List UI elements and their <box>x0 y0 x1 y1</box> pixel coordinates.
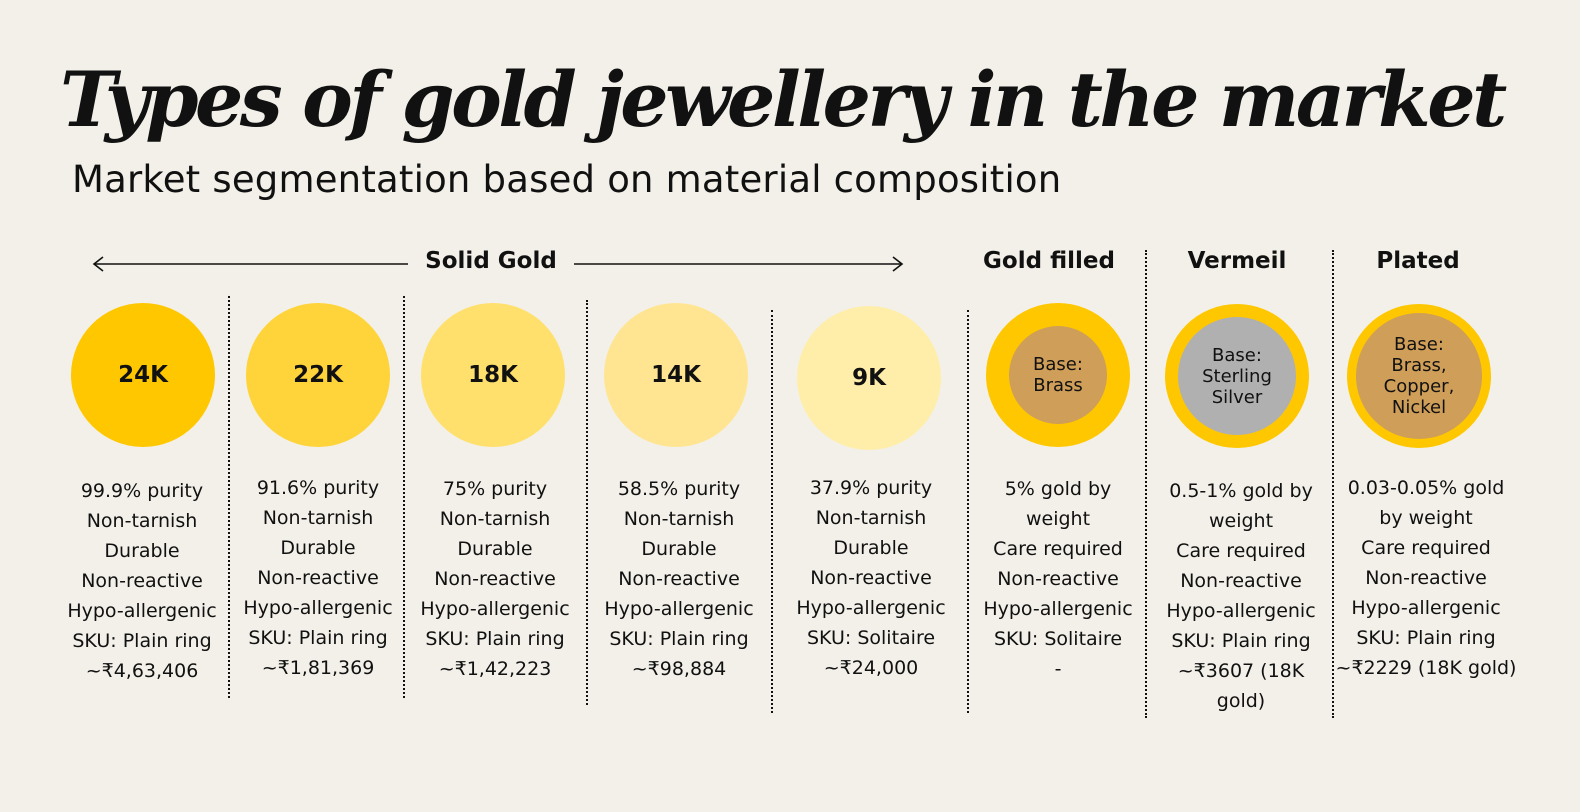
price-text: ~₹4,63,406 <box>85 660 199 682</box>
info-line: Non-tarnish <box>86 510 198 532</box>
price-text: ~₹1,42,223 <box>438 658 552 680</box>
info-line: 5% gold by <box>1004 478 1112 500</box>
info-line: Hypo-allergenic <box>796 597 946 619</box>
column-divider <box>1145 250 1147 718</box>
right-arrow-icon <box>574 256 904 272</box>
info-line: by weight <box>1379 507 1473 529</box>
info-line: Non-reactive <box>997 568 1119 590</box>
info-gold-filled: 5% gold by weight Care required Non-reac… <box>968 474 1148 684</box>
sku-text: SKU: Solitaire <box>993 628 1123 650</box>
info-line: 0.03-0.05% gold <box>1347 477 1505 499</box>
group-label-vermeil: Vermeil <box>1187 248 1287 274</box>
info-9k: 37.9% purity Non-tarnish Durable Non-rea… <box>781 473 961 683</box>
price-text: ~₹24,000 <box>823 657 919 679</box>
price-text: ~₹1,81,369 <box>261 657 375 679</box>
circle-18k: 18K <box>421 303 565 447</box>
circle-label: 14K <box>651 362 701 388</box>
sku-text: SKU: Plain ring <box>609 628 749 650</box>
info-line: Non-reactive <box>1180 570 1302 592</box>
info-line: Non-reactive <box>810 567 932 589</box>
circle-14k: 14K <box>604 303 748 447</box>
info-line: 37.9% purity <box>809 477 933 499</box>
price-text: ~₹3607 (18K gold) <box>1177 660 1305 712</box>
info-line: Non-reactive <box>618 568 740 590</box>
info-plated: 0.03-0.05% gold by weight Care required … <box>1331 473 1521 683</box>
circle-plated: Base: Brass, Copper, Nickel <box>1347 304 1491 448</box>
info-line: Non-tarnish <box>815 507 927 529</box>
circle-24k: 24K <box>71 303 215 447</box>
info-line: Durable <box>104 540 180 562</box>
info-line: Care required <box>993 538 1123 560</box>
base-label: Base: Sterling Silver <box>1202 344 1272 408</box>
info-line: Durable <box>833 537 909 559</box>
price-text: ~₹2229 (18K gold) <box>1335 657 1517 679</box>
left-arrow-icon <box>92 256 408 272</box>
column-divider <box>967 310 969 713</box>
info-18k: 75% purity Non-tarnish Durable Non-react… <box>405 474 585 684</box>
info-line: weight <box>1025 508 1091 530</box>
info-line: Durable <box>457 538 533 560</box>
base-label: Base: Brass <box>1033 354 1083 396</box>
base-mixed-metals: Base: Brass, Copper, Nickel <box>1356 313 1482 439</box>
info-line: Hypo-allergenic <box>420 598 570 620</box>
info-line: Hypo-allergenic <box>983 598 1133 620</box>
column-divider <box>771 310 773 713</box>
column-divider <box>403 296 405 698</box>
circle-label: 18K <box>468 362 518 388</box>
base-brass: Base: Brass <box>1009 326 1107 424</box>
sku-text: SKU: Plain ring <box>72 630 212 652</box>
info-14k: 58.5% purity Non-tarnish Durable Non-rea… <box>589 474 769 684</box>
page-subtitle: Market segmentation based on material co… <box>72 158 1062 201</box>
info-line: 75% purity <box>442 478 548 500</box>
page-title: Types of gold jewellery in the market <box>60 55 1507 144</box>
info-line: 99.9% purity <box>80 480 204 502</box>
info-line: weight <box>1208 510 1274 532</box>
circle-label: 22K <box>293 362 343 388</box>
circle-label: 9K <box>852 365 886 391</box>
sku-text: SKU: Plain ring <box>1356 627 1496 649</box>
sku-text: SKU: Plain ring <box>425 628 565 650</box>
circle-gold-filled: Base: Brass <box>986 303 1130 447</box>
info-line: Non-tarnish <box>623 508 735 530</box>
info-line: 58.5% purity <box>617 478 741 500</box>
column-divider <box>586 300 588 705</box>
sku-text: SKU: Plain ring <box>248 627 388 649</box>
column-divider <box>1332 250 1334 718</box>
circle-label: 24K <box>118 362 168 388</box>
info-line: Hypo-allergenic <box>604 598 754 620</box>
circle-22k: 22K <box>246 303 390 447</box>
info-24k: 99.9% purity Non-tarnish Durable Non-rea… <box>52 476 232 686</box>
column-divider <box>228 296 230 698</box>
info-line: Hypo-allergenic <box>67 600 217 622</box>
price-text: - <box>1054 658 1062 680</box>
circle-vermeil: Base: Sterling Silver <box>1165 304 1309 448</box>
info-line: Non-reactive <box>434 568 556 590</box>
price-text: ~₹98,884 <box>631 658 727 680</box>
info-22k: 91.6% purity Non-tarnish Durable Non-rea… <box>228 473 408 683</box>
base-label: Base: Brass, Copper, Nickel <box>1383 334 1455 418</box>
info-line: 0.5-1% gold by <box>1169 480 1313 502</box>
group-label-plated: Plated <box>1376 248 1460 274</box>
base-sterling-silver: Base: Sterling Silver <box>1178 317 1296 435</box>
info-line: Non-reactive <box>257 567 379 589</box>
info-line: Non-reactive <box>1365 567 1487 589</box>
sku-text: SKU: Plain ring <box>1171 630 1311 652</box>
info-line: Hypo-allergenic <box>243 597 393 619</box>
circle-9k: 9K <box>797 306 941 450</box>
info-line: Non-tarnish <box>439 508 551 530</box>
info-vermeil: 0.5-1% gold by weight Care required Non-… <box>1151 476 1331 716</box>
info-line: Non-tarnish <box>262 507 374 529</box>
info-line: Care required <box>1176 540 1306 562</box>
group-label-gold-filled: Gold filled <box>983 248 1115 274</box>
info-line: 91.6% purity <box>256 477 380 499</box>
sku-text: SKU: Solitaire <box>806 627 936 649</box>
info-line: Durable <box>280 537 356 559</box>
info-line: Hypo-allergenic <box>1351 597 1501 619</box>
info-line: Hypo-allergenic <box>1166 600 1316 622</box>
info-line: Durable <box>641 538 717 560</box>
info-line: Care required <box>1361 537 1491 559</box>
info-line: Non-reactive <box>81 570 203 592</box>
group-label-solid-gold: Solid Gold <box>425 248 557 274</box>
